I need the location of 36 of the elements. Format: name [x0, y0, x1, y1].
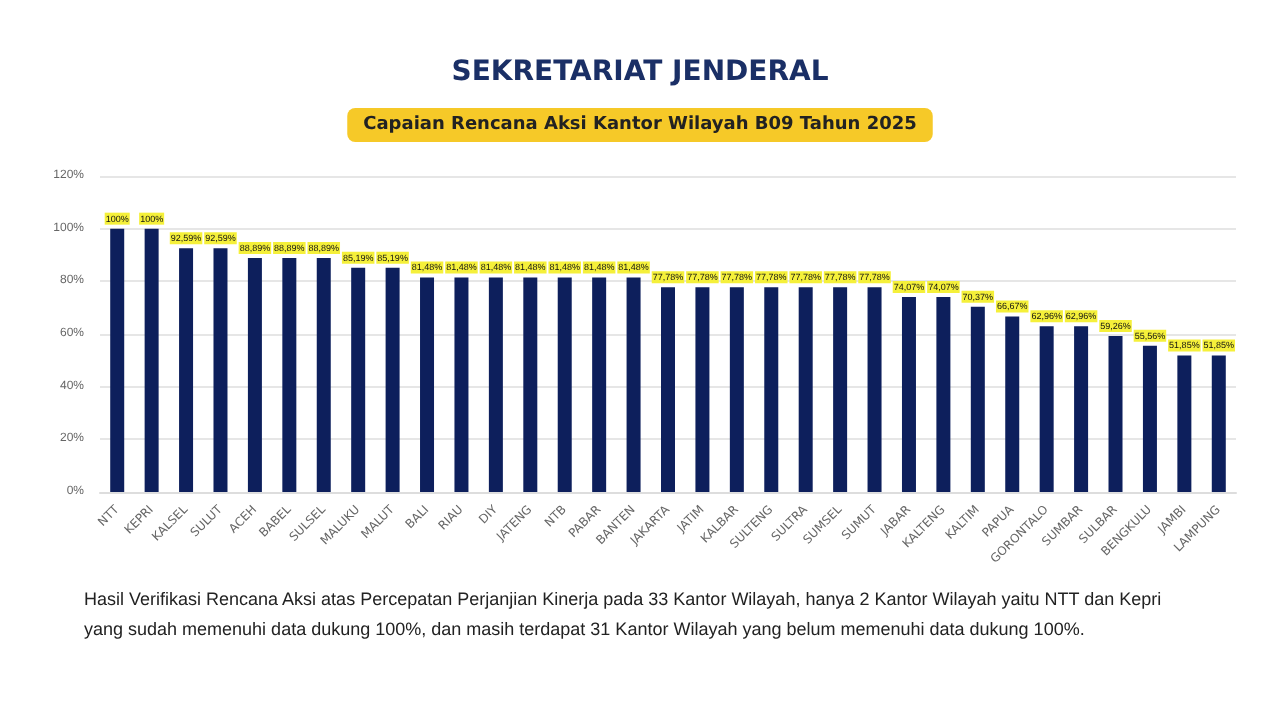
- bar: [626, 277, 641, 492]
- chart-subtitle: Capaian Rencana Aksi Kantor Wilayah B09 Tahun 2025: [363, 115, 917, 135]
- bar: [729, 287, 744, 492]
- chart-title: SEKRETARIAT JENDERAL: [451, 56, 829, 88]
- bar: [110, 228, 125, 492]
- bar: [592, 277, 607, 492]
- bar: [420, 277, 435, 492]
- bar: [661, 287, 675, 492]
- bar: [1211, 355, 1226, 492]
- bar: [247, 257, 262, 492]
- text: Hasil Verifikasi Rencana Aksi atas Percepatan Perjanjian Kinerja pada 33 Kantor Wilayah, hanya 2 Kantor Wilayah yaitu NTT dan Kepri yang sudah memenuhi data dukung 100%, dan masih terdapat 31 Kantor Wilayah yang belum memenuhi data dukung 100%.: [84, 589, 1167, 639]
- bar: [1005, 316, 1020, 492]
- bar: [385, 267, 400, 492]
- bar: [1074, 326, 1089, 492]
- bar: [901, 296, 916, 492]
- bar: [351, 267, 366, 492]
- bar: [282, 257, 297, 492]
- bar: [1039, 326, 1054, 492]
- bar: [179, 248, 194, 492]
- bar: [936, 296, 951, 492]
- bar: [798, 287, 813, 492]
- bar: [316, 257, 331, 492]
- bar: [833, 287, 848, 492]
- bar: [867, 287, 882, 492]
- bar: [213, 248, 228, 492]
- bar: [1142, 345, 1157, 492]
- bar: [764, 287, 779, 492]
- bar: [144, 228, 159, 492]
- bar: [695, 287, 710, 492]
- bar: [1108, 335, 1123, 492]
- bar: [557, 277, 572, 492]
- bar: [523, 277, 538, 492]
- bar: [488, 277, 503, 492]
- bar: [454, 277, 469, 492]
- bar: [970, 306, 985, 492]
- bar: [1177, 355, 1192, 492]
